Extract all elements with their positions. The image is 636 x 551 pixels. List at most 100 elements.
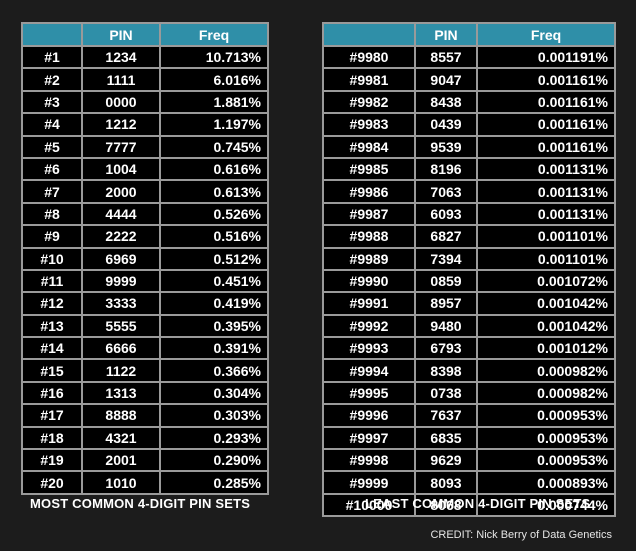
most-common-caption: MOST COMMON 4-DIGIT PIN SETS	[30, 496, 251, 511]
rank-cell: #6	[21, 156, 83, 182]
freq-cell: 0.745%	[159, 134, 269, 159]
freq-cell: 0.001161%	[476, 134, 616, 159]
table-row: #4 1212 1.197%	[21, 112, 269, 137]
table-row: #9991 8957 0.001042%	[322, 291, 616, 316]
table-row: #2 1111 6.016%	[21, 67, 269, 92]
table-row: #9988 6827 0.001101%	[322, 224, 616, 249]
table-row: #1 1234 10.713%	[21, 44, 269, 70]
rank-cell: #15	[21, 358, 83, 383]
freq-cell: 6.016%	[159, 67, 269, 92]
freq-cell: 0.001131%	[476, 201, 616, 227]
freq-cell: 0.303%	[159, 403, 269, 428]
table-row: #6 1004 0.616%	[21, 156, 269, 182]
table-row: #9987 6093 0.001131%	[322, 201, 616, 227]
pin-cell: 8196	[414, 156, 478, 182]
freq-cell: 0.001191%	[476, 44, 616, 70]
rank-cell: #9987	[322, 201, 416, 227]
rank-column-header	[21, 22, 83, 47]
rank-column-header	[322, 22, 416, 47]
pin-cell: 7777	[81, 134, 161, 159]
pin-cell: 7637	[414, 403, 478, 428]
freq-cell: 0.526%	[159, 201, 269, 227]
rank-cell: #9997	[322, 425, 416, 451]
table-row: #9992 9480 0.001042%	[322, 313, 616, 339]
pin-cell: 7394	[414, 246, 478, 271]
freq-cell: 0.001161%	[476, 112, 616, 137]
rank-cell: #9986	[322, 179, 416, 204]
pin-cell: 3333	[81, 291, 161, 316]
rank-cell: #20	[21, 470, 83, 495]
rank-cell: #9988	[322, 224, 416, 249]
table-row: #9995 0738 0.000982%	[322, 380, 616, 406]
freq-cell: 0.613%	[159, 179, 269, 204]
rank-cell: #1	[21, 44, 83, 70]
rank-cell: #7	[21, 179, 83, 204]
table-row: #9986 7063 0.001131%	[322, 179, 616, 204]
freq-cell: 0.000744%	[476, 492, 616, 518]
freq-cell: 0.293%	[159, 425, 269, 451]
table-row: #13 5555 0.395%	[21, 313, 269, 339]
rank-cell: #18	[21, 425, 83, 451]
table-row: #18 4321 0.293%	[21, 425, 269, 451]
rank-cell: #3	[21, 89, 83, 115]
freq-cell: 0.000953%	[476, 403, 616, 428]
pin-cell: 1010	[81, 470, 161, 495]
pin-cell: 1004	[81, 156, 161, 182]
freq-cell: 0.366%	[159, 358, 269, 383]
freq-cell: 0.419%	[159, 291, 269, 316]
freq-cell: 0.000953%	[476, 448, 616, 473]
pin-cell: 6793	[414, 336, 478, 361]
most-common-pins-body: #1 1234 10.713% #2 1111 6.016% #3 0000 1.881% #4 1…	[21, 44, 269, 495]
freq-cell: 0.001101%	[476, 224, 616, 249]
freq-cell: 1.881%	[159, 89, 269, 115]
pin-cell: 2000	[81, 179, 161, 204]
pin-cell: 8557	[414, 44, 478, 70]
pin-cell: 0000	[81, 89, 161, 115]
table-row: #12 3333 0.419%	[21, 291, 269, 316]
rank-cell: #9990	[322, 268, 416, 294]
freq-cell: 0.395%	[159, 313, 269, 339]
freq-cell: 0.512%	[159, 246, 269, 271]
pin-cell: 4444	[81, 201, 161, 227]
pin-cell: 2222	[81, 224, 161, 249]
rank-cell: #16	[21, 380, 83, 406]
pin-cell: 9539	[414, 134, 478, 159]
rank-cell: #11	[21, 268, 83, 294]
freq-cell: 0.391%	[159, 336, 269, 361]
pin-cell: 6835	[414, 425, 478, 451]
pin-cell: 9629	[414, 448, 478, 473]
pin-cell: 5555	[81, 313, 161, 339]
table-row: #17 8888 0.303%	[21, 403, 269, 428]
table-row: #9997 6835 0.000953%	[322, 425, 616, 451]
least-common-pins-body: #9980 8557 0.001191% #9981 9047 0.001161% #998…	[322, 44, 616, 518]
table-row: #9980 8557 0.001191%	[322, 44, 616, 70]
pin-cell: 0859	[414, 268, 478, 294]
freq-cell: 0.001072%	[476, 268, 616, 294]
table-row: #9996 7637 0.000953%	[322, 403, 616, 428]
freq-cell: 0.616%	[159, 156, 269, 182]
pin-cell: 6093	[414, 201, 478, 227]
pin-cell: 6666	[81, 336, 161, 361]
freq-cell: 0.516%	[159, 224, 269, 249]
pin-cell: 0738	[414, 380, 478, 406]
freq-column-header: Freq	[159, 22, 269, 47]
freq-cell: 0.451%	[159, 268, 269, 294]
rank-cell: #9995	[322, 380, 416, 406]
pin-cell: 1122	[81, 358, 161, 383]
pin-cell: 8093	[414, 470, 478, 495]
rank-cell: #19	[21, 448, 83, 473]
pin-cell: 4321	[81, 425, 161, 451]
table-row: #9989 7394 0.001101%	[322, 246, 616, 271]
freq-cell: 0.001101%	[476, 246, 616, 271]
table-row: #9994 8398 0.000982%	[322, 358, 616, 383]
table-row: #9981 9047 0.001161%	[322, 67, 616, 92]
pin-cell: 6827	[414, 224, 478, 249]
pin-cell: 9047	[414, 67, 478, 92]
table-header-row: PIN Freq	[322, 22, 616, 47]
table-row: #8 4444 0.526%	[21, 201, 269, 227]
pin-cell: 2001	[81, 448, 161, 473]
freq-cell: 0.000893%	[476, 470, 616, 495]
table-row: #20 1010 0.285%	[21, 470, 269, 495]
table-row: #10 6969 0.512%	[21, 246, 269, 271]
rank-cell: #9980	[322, 44, 416, 70]
